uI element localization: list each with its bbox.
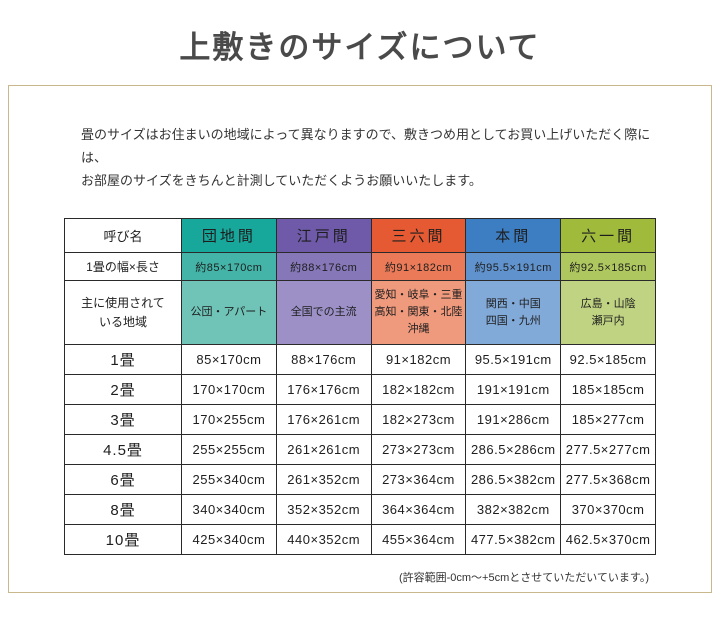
column-header-3: 本間 [465,218,562,254]
value-cell-3-0: 95.5×191cm [465,344,562,376]
region-cell-4: 広島・山陰 瀬戸内 [560,280,656,346]
size-cell-2: 約91×182cm [370,252,467,282]
table-row: 10畳 425×340cm 440×352cm 455×364cm 477.5×382c… [64,524,656,556]
intro-line-2: お部屋のサイズをきちんと計測していただくようお願いいたします。 [81,172,482,188]
value-cell-3-5: 382×382cm [465,494,562,526]
column-header-4: 六一間 [560,218,656,254]
intro-text: 畳のサイズはお住まいの地域によって異なりますので、敷きつめ用としてお買い上げいた… [81,124,671,192]
value-cell-3-6: 477.5×382cm [465,524,562,556]
value-cell-2-5: 364×364cm [370,494,467,526]
value-cell-4-6: 462.5×370cm [560,524,656,556]
value-cell-2-1: 182×182cm [370,374,467,406]
value-cell-1-6: 440×352cm [275,524,372,556]
value-cell-1-5: 352×352cm [275,494,372,526]
value-cell-1-4: 261×352cm [275,464,372,496]
region-cell-2: 愛知・岐阜・三重 高知・関東・北陸 沖縄 [370,280,467,346]
value-cell-3-4: 286.5×382cm [465,464,562,496]
mat-count-label-1: 2畳 [64,374,182,406]
value-cell-4-3: 277.5×277cm [560,434,656,466]
table-row: 8畳 340×340cm 352×352cm 364×364cm 382×382cm 37… [64,494,656,526]
row-label-region: 主に使用されて いる地域 [64,280,182,346]
size-cell-3: 約95.5×191cm [465,252,562,282]
table-row: 2畳 170×170cm 176×176cm 182×182cm 191×191cm 18… [64,374,656,406]
corner-label: 呼び名 [64,218,182,254]
page: 上敷きのサイズについて 畳のサイズはお住まいの地域によって異なりますので、敷きつ… [8,30,712,593]
region-row: 主に使用されて いる地域 公団・アパート 全国での主流 愛知・岐阜・三重 高知・関東・… [64,280,656,346]
mat-count-label-5: 8畳 [64,494,182,526]
content-box: 畳のサイズはお住まいの地域によって異なりますので、敷きつめ用としてお買い上げいた… [8,85,712,593]
tatami-size-table: 呼び名 団地間 江戸間 三六間 本間 六一間 1畳の幅×長さ 約85×170cm 約88×176… [64,218,656,556]
tolerance-note: (許容範囲-0cm〜+5cmとさせていただいています。) [398,572,649,585]
table-header-row: 呼び名 団地間 江戸間 三六間 本間 六一間 [64,218,656,254]
value-cell-2-4: 273×364cm [370,464,467,496]
value-cell-0-2: 170×255cm [181,404,277,436]
value-cell-4-5: 370×370cm [560,494,656,526]
size-cell-0: 約85×170cm [181,252,277,282]
mat-count-label-4: 6畳 [64,464,182,496]
value-cell-4-0: 92.5×185cm [560,344,656,376]
mat-count-label-0: 1畳 [64,344,182,376]
value-cell-3-3: 286.5×286cm [465,434,562,466]
value-cell-0-5: 340×340cm [181,494,277,526]
column-header-2: 三六間 [370,218,467,254]
region-cell-3: 関西・中国 四国・九州 [465,280,562,346]
page-title: 上敷きのサイズについて [179,30,541,65]
value-cell-0-4: 255×340cm [181,464,277,496]
value-cell-4-1: 185×185cm [560,374,656,406]
column-header-0: 団地間 [181,218,277,254]
size-cell-4: 約92.5×185cm [560,252,656,282]
value-cell-1-1: 176×176cm [275,374,372,406]
value-cell-1-2: 176×261cm [275,404,372,436]
table-row: 3畳 170×255cm 176×261cm 182×273cm 191×286cm 18… [64,404,656,436]
value-cell-2-0: 91×182cm [370,344,467,376]
intro-line-1: 畳のサイズはお住まいの地域によって異なりますので、敷きつめ用としてお買い上げいた… [81,127,651,165]
size-cell-1: 約88×176cm [275,252,372,282]
value-cell-0-6: 425×340cm [181,524,277,556]
value-cell-2-3: 273×273cm [370,434,467,466]
value-cell-4-2: 185×277cm [560,404,656,436]
mat-size-row: 1畳の幅×長さ 約85×170cm 約88×176cm 約91×182cm 約95.5×… [64,252,656,282]
table-row: 1畳 85×170cm 88×176cm 91×182cm 95.5×191cm 92.5… [64,344,656,376]
value-cell-2-6: 455×364cm [370,524,467,556]
mat-count-label-6: 10畳 [64,524,182,556]
value-cell-2-2: 182×273cm [370,404,467,436]
value-cell-0-3: 255×255cm [181,434,277,466]
region-cell-1: 全国での主流 [275,280,372,346]
region-cell-0: 公団・アパート [181,280,277,346]
mat-count-label-2: 3畳 [64,404,182,436]
value-cell-4-4: 277.5×368cm [560,464,656,496]
table-row: 6畳 255×340cm 261×352cm 273×364cm 286.5×382cm… [64,464,656,496]
value-cell-3-2: 191×286cm [465,404,562,436]
value-cell-1-3: 261×261cm [275,434,372,466]
column-header-1: 江戸間 [275,218,372,254]
value-cell-3-1: 191×191cm [465,374,562,406]
mat-count-label-3: 4.5畳 [64,434,182,466]
value-cell-1-0: 88×176cm [275,344,372,376]
row-label-size: 1畳の幅×長さ [64,252,182,282]
value-cell-0-0: 85×170cm [181,344,277,376]
table-row: 4.5畳 255×255cm 261×261cm 273×273cm 286.5×286… [64,434,656,466]
value-cell-0-1: 170×170cm [181,374,277,406]
